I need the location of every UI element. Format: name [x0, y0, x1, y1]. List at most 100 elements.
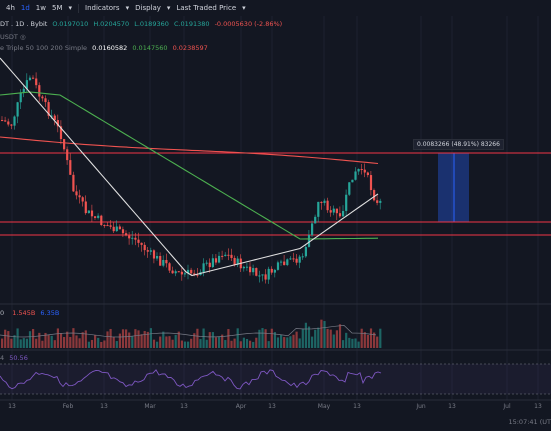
volume-bar	[311, 336, 314, 348]
volume-value-b: 6.35B	[40, 309, 60, 317]
candle	[267, 268, 270, 280]
candle	[1, 120, 4, 121]
volume-bar	[348, 337, 351, 348]
ma200-value: 0.0238597	[172, 44, 208, 52]
volume-bar	[41, 340, 44, 348]
volume-bar	[295, 331, 298, 348]
candle	[276, 262, 280, 270]
volume-bar	[329, 329, 332, 348]
volume-bar	[214, 337, 218, 348]
timeframe-chevron-down-icon[interactable]: ▾	[68, 4, 72, 12]
candle	[56, 120, 59, 127]
candle	[224, 254, 227, 257]
x-tick-label: 13	[353, 403, 361, 410]
candle	[261, 274, 264, 276]
volume-bar	[32, 329, 35, 348]
candle	[193, 273, 196, 275]
volume-bar	[283, 337, 286, 348]
timeframe-5m[interactable]: 5M	[51, 4, 63, 12]
candle	[202, 263, 205, 273]
volume-bar	[230, 340, 233, 348]
candle	[363, 169, 366, 173]
candle	[190, 269, 193, 274]
candle	[140, 242, 143, 245]
volume-bar	[78, 338, 81, 348]
volume-bar	[267, 341, 270, 348]
volume-bar	[338, 324, 342, 348]
volume-bar	[25, 338, 28, 348]
volume-bar	[38, 332, 41, 348]
volume-bar	[208, 332, 211, 348]
indicators-button[interactable]: Indicators	[85, 4, 120, 12]
timeframe-1d[interactable]: 1d	[20, 4, 30, 12]
close-value: C.0191380	[173, 20, 210, 28]
x-tick-label: Apr	[235, 403, 247, 410]
ma-legend[interactable]: e Triple 50 100 200 Simple 0.0160582 0.0…	[0, 44, 208, 52]
candle	[28, 77, 32, 81]
candle	[187, 269, 190, 274]
volume-bar	[249, 340, 252, 348]
display-button[interactable]: Display	[135, 4, 161, 12]
candle	[242, 266, 245, 269]
time-axis[interactable]: 13 Feb 13 Mar 13 Apr 13 May 13 Jun 13 Ju…	[0, 403, 551, 415]
candle	[323, 200, 326, 203]
candle	[32, 77, 35, 79]
volume-bars	[1, 319, 382, 348]
volume-bar	[233, 338, 236, 348]
volume-bar	[84, 330, 87, 348]
candle	[128, 235, 131, 239]
timeframe-4h[interactable]: 4h	[6, 4, 15, 12]
candle	[366, 172, 369, 176]
candle	[165, 259, 168, 264]
candle	[264, 274, 267, 280]
volume-bar	[22, 338, 25, 348]
candle	[258, 275, 261, 277]
indicators-chevron-down-icon[interactable]: ▾	[125, 4, 130, 12]
candle	[146, 250, 149, 252]
volume-bar	[162, 331, 165, 348]
eye-icon[interactable]: ◎	[19, 33, 26, 41]
candle	[177, 271, 180, 273]
clock-label[interactable]: 15:07:41 (UT	[508, 418, 551, 426]
display-chevron-down-icon[interactable]: ▾	[166, 4, 171, 12]
open-value: O.0197010	[52, 20, 89, 28]
candle	[214, 258, 218, 263]
candle	[335, 208, 338, 214]
candle	[338, 213, 342, 217]
candle	[307, 235, 311, 247]
volume-bar	[149, 328, 152, 348]
volume-bar	[56, 328, 59, 348]
volume-bar	[323, 321, 326, 348]
candle	[22, 88, 25, 93]
volume-bar	[276, 337, 280, 348]
volume-bar	[90, 339, 94, 348]
candle	[4, 120, 7, 122]
price-mode-chevron-down-icon[interactable]: ▾	[242, 4, 246, 12]
candle	[66, 149, 69, 161]
candle	[286, 259, 289, 266]
volume-bar	[72, 328, 75, 348]
candle	[106, 225, 109, 227]
volume-prefix: 0	[0, 309, 5, 317]
secondary-symbol-legend[interactable]: USDT ◎	[0, 33, 26, 41]
volume-legend[interactable]: 0 1.545B 6.35B	[0, 309, 59, 317]
volume-bar	[1, 338, 4, 348]
candle	[211, 258, 214, 268]
price-mode-button[interactable]: Last Traded Price	[176, 4, 237, 12]
volume-bar	[137, 330, 140, 348]
ma100-line	[0, 91, 379, 240]
candle	[72, 174, 75, 192]
volume-bar	[100, 341, 103, 348]
symbol-label[interactable]: DT . 1D . Bybit	[0, 20, 48, 28]
candle	[249, 266, 252, 273]
volume-bar	[264, 329, 267, 348]
timeframe-1w[interactable]: 1w	[35, 4, 46, 12]
candle	[208, 262, 211, 268]
candle	[156, 256, 159, 259]
volume-bar	[286, 337, 289, 348]
x-tick-label: 13	[8, 403, 16, 410]
candle	[379, 200, 382, 203]
volume-bar	[112, 336, 115, 348]
rsi-legend[interactable]: 4 50.56	[0, 354, 28, 362]
